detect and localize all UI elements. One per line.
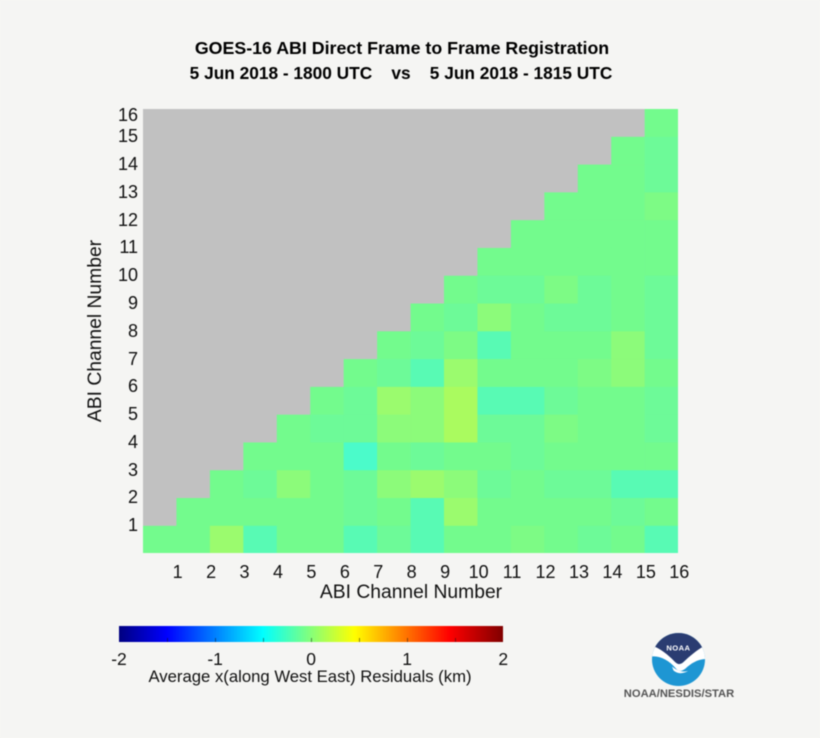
svg-text:NOAA: NOAA [666,643,690,652]
